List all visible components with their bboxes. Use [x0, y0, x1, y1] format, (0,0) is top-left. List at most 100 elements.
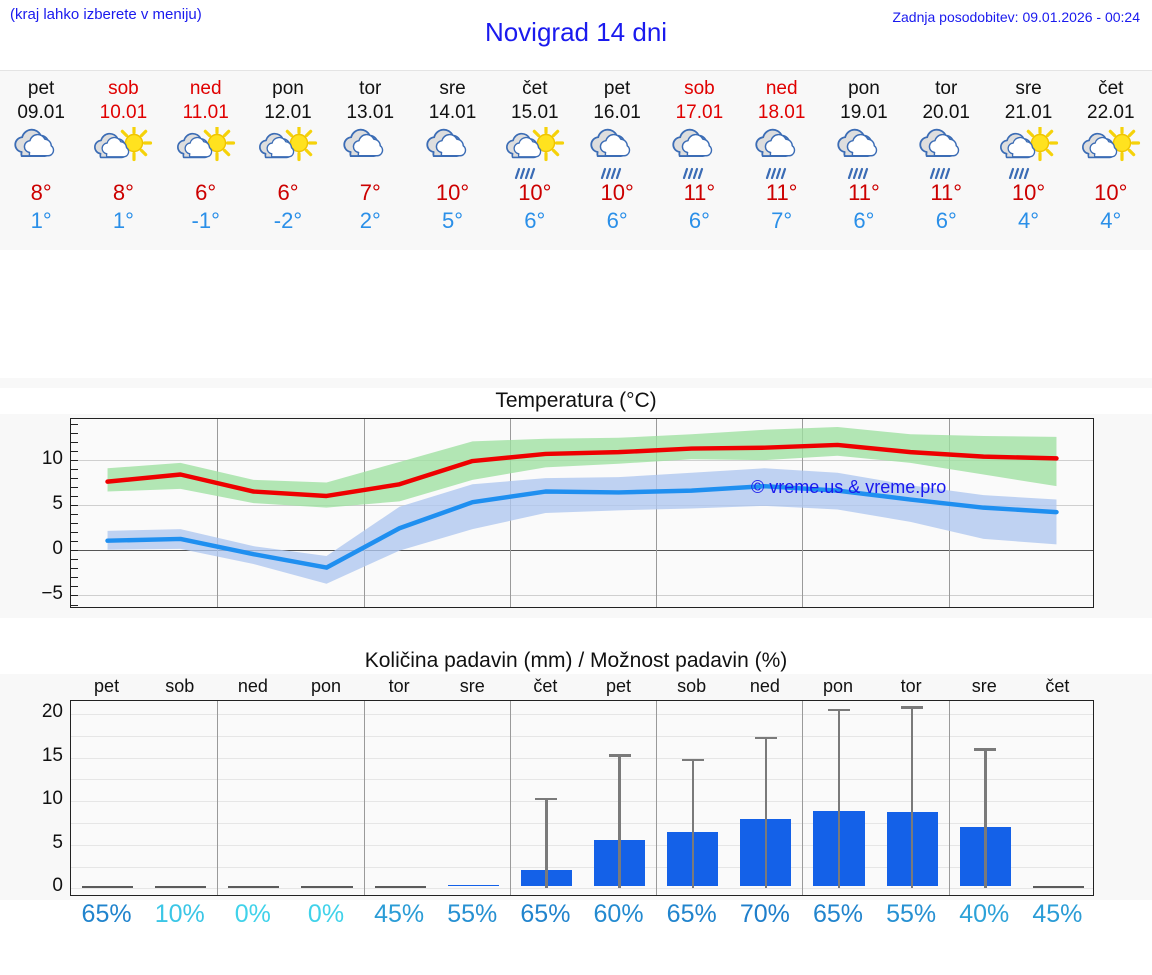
temperature-line	[105, 483, 1059, 570]
day-of-week: sob	[684, 78, 715, 99]
temp-min: 1°	[30, 208, 52, 233]
day-of-week: pet	[27, 78, 55, 99]
temperature-axis-tick	[71, 523, 78, 524]
temperature-axis-tick	[71, 459, 78, 461]
forecast-day-column[interactable]: pon 12.01 6° -2°	[247, 71, 329, 251]
forecast-day-column[interactable]: tor 20.01 11° 6°	[905, 71, 987, 251]
temp-min: 6°	[935, 208, 957, 233]
day-date: 19.01	[840, 102, 888, 123]
precipitation-minor-gridline	[71, 801, 1093, 803]
temperature-y-tick-label: −5	[41, 583, 63, 605]
day-date: 18.01	[757, 102, 806, 123]
temp-max: 10°	[600, 180, 634, 205]
precipitation-whisker	[618, 754, 621, 889]
partly-sunny-icon	[82, 127, 164, 179]
temp-min: 4°	[1100, 208, 1122, 233]
precipitation-minor-gridline	[71, 844, 1093, 846]
temperature-chart-title: Temperatura (°C)	[0, 388, 1152, 414]
temperature-axis-tick	[71, 450, 78, 452]
precipitation-whisker	[837, 708, 841, 889]
temperature-axis-tick	[71, 604, 78, 606]
temp-max: 10°	[435, 180, 470, 205]
day-of-week: pet	[603, 78, 631, 99]
forecast-day-column[interactable]: čet 22.01 10° 4°	[1070, 71, 1152, 251]
precipitation-probability: 0%	[234, 900, 271, 928]
precipitation-minor-gridline	[71, 866, 1093, 868]
precipitation-day-divider	[509, 701, 511, 895]
precipitation-whisker-cap	[901, 706, 924, 709]
precipitation-day-label: pet	[606, 676, 632, 696]
cloudy-icon	[329, 127, 411, 179]
forecast-day-column[interactable]: sob 10.01 8° 1°	[82, 71, 164, 251]
precipitation-day-label: sre	[971, 676, 997, 696]
precipitation-minor-gridline	[71, 779, 1093, 781]
precipitation-whisker-cap	[974, 748, 997, 751]
temperature-axis-tick	[71, 541, 78, 543]
temp-max: 8°	[112, 180, 134, 205]
forecast-day-column[interactable]: sob 17.01 11° 6°	[658, 71, 740, 251]
precipitation-y-tick-label: 10	[41, 788, 63, 810]
forecast-day-column[interactable]: ned 11.01 6° -1°	[165, 71, 247, 251]
precipitation-minor-gridline	[71, 823, 1093, 824]
forecast-day-column[interactable]: sre 14.01 10° 5°	[411, 71, 493, 251]
precipitation-whisker	[691, 758, 694, 889]
forecast-day-column[interactable]: pon 19.01 11° 6°	[823, 71, 905, 251]
temperature-line	[105, 442, 1059, 499]
forecast-day-column[interactable]: pet 16.01 10° 6°	[576, 71, 658, 251]
precipitation-bar[interactable]	[155, 886, 207, 888]
temperature-axis-tick	[71, 577, 78, 579]
precipitation-day-divider	[948, 701, 950, 895]
temp-max: 10°	[1094, 180, 1128, 205]
precipitation-y-tick-label: 0	[52, 875, 63, 897]
precipitation-y-tick-label: 15	[41, 744, 63, 766]
partly-sunny-icon	[165, 127, 247, 179]
precipitation-probability: 65%	[666, 900, 717, 928]
day-date: 14.01	[428, 102, 477, 123]
precipitation-whisker-cap	[608, 754, 631, 757]
precipitation-whisker	[545, 797, 548, 889]
cloudy-icon	[0, 127, 82, 179]
precipitation-day-label: sob	[677, 676, 707, 696]
temp-max: 11°	[683, 180, 716, 205]
precipitation-bar[interactable]	[82, 886, 134, 888]
precipitation-bar[interactable]	[228, 886, 280, 888]
temp-min: 7°	[771, 208, 793, 233]
temp-min: 5°	[442, 208, 464, 233]
precipitation-whisker-cap	[828, 708, 850, 712]
temperature-axis-tick	[71, 586, 78, 588]
temp-min: 2°	[359, 208, 381, 233]
temperature-day-divider	[363, 419, 365, 607]
precipitation-probability: 70%	[739, 900, 790, 928]
day-date: 15.01	[511, 102, 559, 123]
precipitation-bar[interactable]	[447, 885, 499, 887]
temperature-axis-tick	[71, 441, 78, 443]
precipitation-probability: 65%	[81, 900, 132, 928]
temp-min: 1°	[112, 208, 134, 233]
precipitation-day-divider	[217, 701, 219, 895]
precipitation-whisker	[910, 706, 914, 889]
temperature-axis-tick	[71, 477, 78, 479]
precipitation-day-label: ned	[749, 676, 780, 696]
temp-max: 6°	[195, 180, 217, 205]
precipitation-plot-area: 0 5 10 15 20	[42, 700, 1094, 896]
temp-max: 11°	[765, 180, 798, 205]
forecast-day-column[interactable]: sre 21.01 10° 4°	[987, 71, 1069, 251]
forecast-day-column[interactable]: pet 09.01 8° 1°	[0, 71, 82, 251]
precipitation-day-label: pet	[94, 676, 120, 696]
temperature-axis-tick	[71, 568, 78, 570]
day-date: 21.01	[1004, 102, 1053, 123]
forecast-day-column[interactable]: čet 15.01 10° 6°	[494, 71, 576, 251]
forecast-day-column[interactable]: tor 13.01 7° 2°	[329, 71, 411, 251]
temp-max: 11°	[930, 180, 963, 205]
temperature-plot-area: −5 0 5 10 © vreme.us & vreme.pro	[41, 418, 1094, 608]
precipitation-bar[interactable]	[301, 886, 353, 888]
precipitation-bar[interactable]	[374, 886, 426, 888]
temp-min: -1°	[191, 208, 220, 233]
day-date: 17.01	[675, 102, 724, 123]
day-of-week: tor	[935, 78, 958, 99]
precipitation-probability: 45%	[1032, 900, 1083, 928]
day-date: 22.01	[1087, 102, 1135, 123]
forecast-day-column[interactable]: ned 18.01 11° 7°	[741, 71, 823, 251]
day-of-week: pon	[848, 78, 880, 99]
precipitation-bar[interactable]	[1032, 886, 1084, 888]
